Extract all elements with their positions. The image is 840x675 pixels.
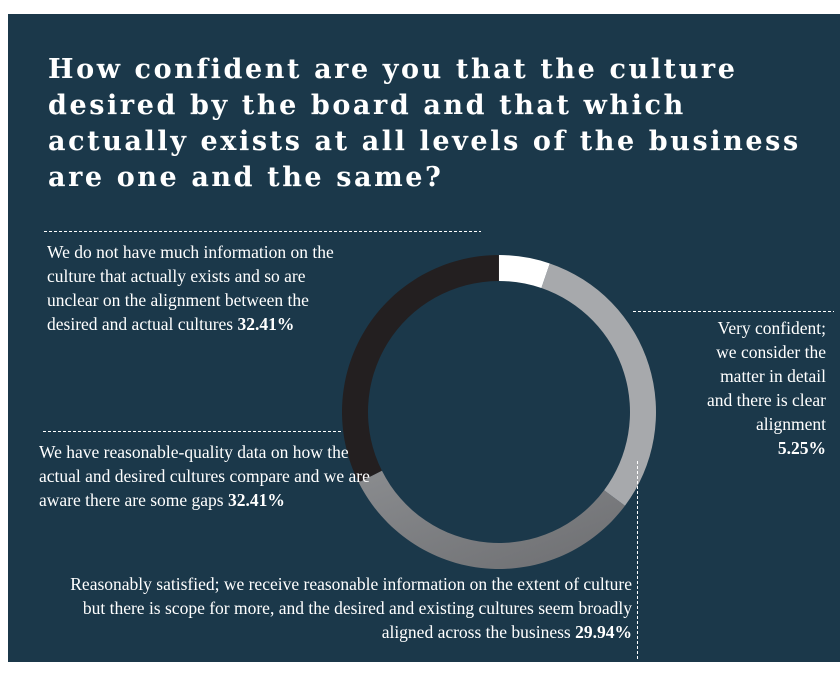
donut-chart: [43, 231, 834, 661]
chart-panel: How confident are you that the culture d…: [8, 14, 840, 662]
slice-reasonably-satisfied: [541, 263, 656, 506]
slice-label-very-confident: Very confident; we consider the matter i…: [706, 318, 826, 458]
slice-not-much-information: [341, 255, 499, 483]
slice-very-confident: [498, 254, 550, 289]
slice-label-reasonable-quality-data: We have reasonable-quality data on how t…: [39, 442, 370, 510]
slice-reasonable-quality-data: [358, 470, 625, 570]
chart-title: How confident are you that the culture d…: [48, 54, 801, 193]
slice-label-reasonably-satisfied: Reasonably satisfied; we receive reasona…: [70, 574, 632, 642]
slice-label-not-much-information: We do not have much information on the c…: [47, 242, 334, 334]
